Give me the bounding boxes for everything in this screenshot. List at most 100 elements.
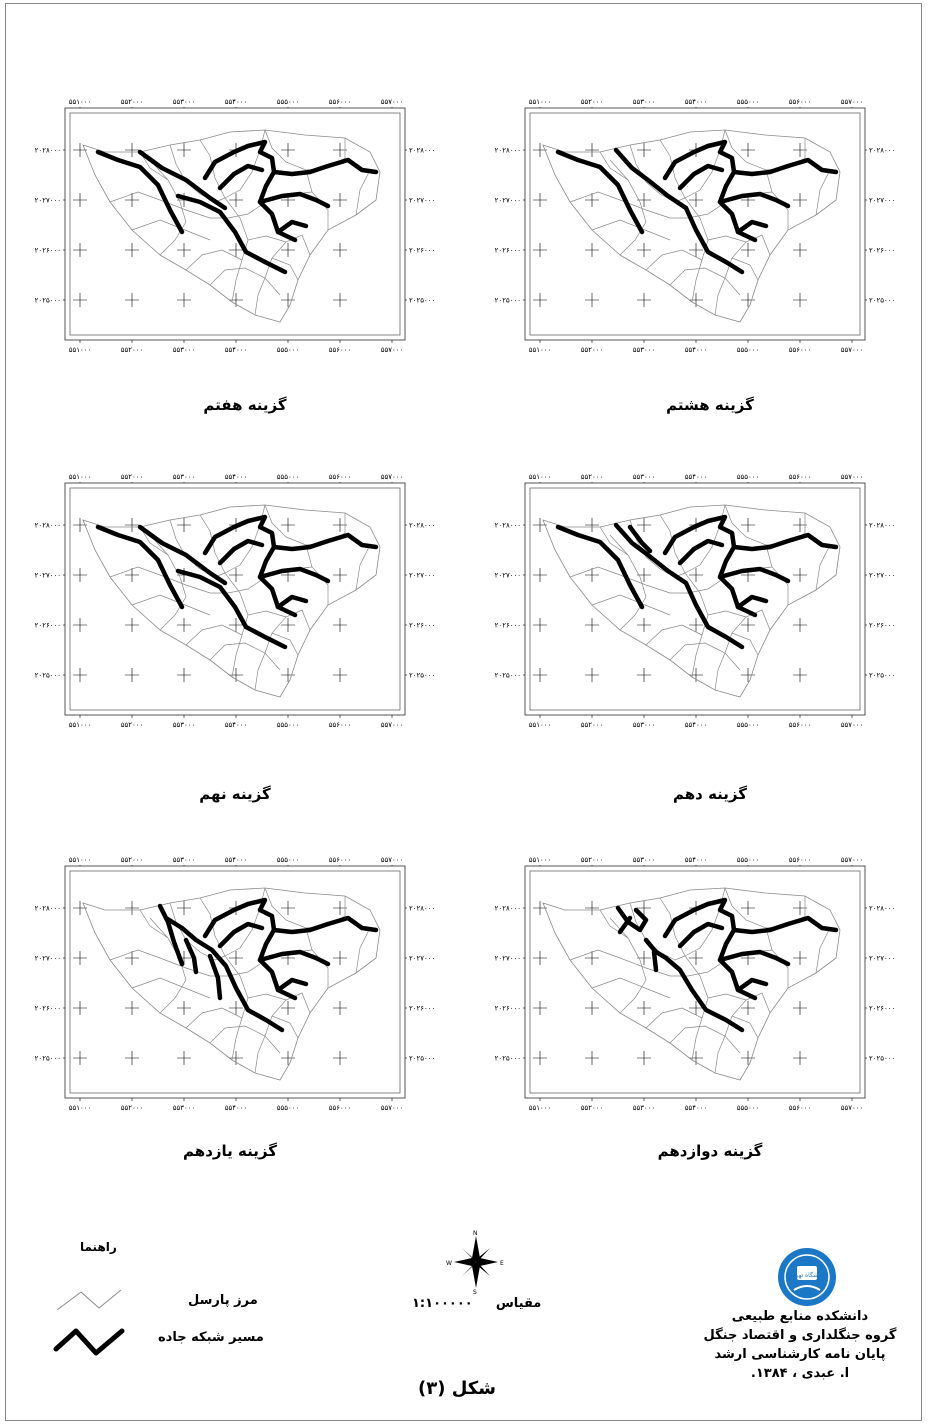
grid-cross [793,618,807,632]
grid-cross [741,668,755,682]
x-tick-label-bottom: ۵۵۱۰۰۰ [529,721,552,729]
grid-cross [533,951,547,965]
grid-cross [689,1001,703,1015]
x-tick-label-bottom: ۵۵۵۰۰۰ [277,1104,300,1112]
y-tick-label-right: ۲۰۲۵۰۰۰ [409,672,435,680]
road-segment [717,949,791,967]
grid-cross [333,193,347,207]
parcel-boundary [209,1025,281,1054]
road-segment [137,524,228,586]
grid-cross [689,1051,703,1065]
x-tick-label-top: ۵۵۱۰۰۰ [529,98,552,106]
y-tick-label-right: ۲۰۲۵۰۰۰ [409,1055,435,1063]
x-tick-label-bottom: ۵۵۶۰۰۰ [789,346,812,354]
grid-cross [125,293,139,307]
y-tick-label-left: ۲۰۲۶۰۰۰ [35,1005,61,1013]
y-tick-label-left: ۲۰۲۸۰۰۰ [35,147,61,155]
parcel-boundary [669,267,741,296]
map-panel-option-9: ۵۵۱۰۰۰ ۵۵۱۰۰۰ ۵۵۲۰۰۰ ۵۵۲۰۰۰ ۵۵۳۰۰۰ ۵۵۳۰۰۰ ۵۵۴۰… [10,465,460,745]
road-segment [271,157,379,177]
x-tick-label-top: ۵۵۲۰۰۰ [581,98,604,106]
x-tick-label-top: ۵۵۱۰۰۰ [69,473,92,481]
grid-cross [333,1051,347,1065]
parcel-boundary [669,1025,741,1054]
x-tick-label-bottom: ۵۵۲۰۰۰ [121,1104,144,1112]
parcel-boundary [149,534,187,631]
parcel-boundary [139,151,169,181]
parcel-boundary [224,887,266,957]
y-tick-label-left: ۲۰۲۵۰۰۰ [35,1055,61,1063]
page-border [5,3,922,1421]
grid-cross [585,243,599,257]
y-tick-label-left: ۲۰۲۷۰۰۰ [495,197,521,205]
grid-cross [585,901,599,915]
map-inner-frame [529,487,861,711]
parcel-boundary [731,1015,759,1039]
grid-cross [125,1051,139,1065]
grid-cross [333,668,347,682]
map-svg-option-7: ۵۵۱۰۰۰ ۵۵۱۰۰۰ ۵۵۲۰۰۰ ۵۵۲۰۰۰ ۵۵۳۰۰۰ ۵۵۳۰۰۰ ۵۵۴۰… [35,98,436,354]
road-segment [95,524,185,610]
map-caption-option-9: گزینه نهم [199,785,271,803]
parcel-boundary [271,257,299,281]
watershed-boundary [542,504,841,698]
road-segment [175,193,288,275]
grid-cross [741,143,755,157]
road-segment [717,191,791,209]
parcel-boundary [684,887,726,957]
parcel-boundary [254,992,311,1074]
parcel-boundary [254,609,311,691]
parcel-boundary [569,191,671,219]
university-block: دانشکده منابع طبیعی گروه جنگلداری و اقتص… [700,1245,900,1383]
grid-cross [229,951,243,965]
map-panel-option-10: ۵۵۱۰۰۰ ۵۵۱۰۰۰ ۵۵۲۰۰۰ ۵۵۲۰۰۰ ۵۵۳۰۰۰ ۵۵۳۰۰۰ ۵۵۴۰… [470,465,920,745]
road-segment [163,915,285,1033]
parcel-boundary [591,219,671,241]
y-tick-label-right: ۲۰۲۷۰۰۰ [869,197,895,205]
grid-cross [281,143,295,157]
road-segment [735,219,769,235]
parcel-boundary [591,594,671,616]
x-tick-label-bottom: ۵۵۵۰۰۰ [737,1104,760,1112]
road-segment [217,921,265,949]
parcel-boundary [149,917,187,1014]
grid-cross [741,293,755,307]
grid-cross [229,243,243,257]
y-tick-label-left: ۲۰۲۵۰۰۰ [495,297,521,305]
x-tick-label-top: ۵۵۵۰۰۰ [737,473,760,481]
y-tick-label-left: ۲۰۲۷۰۰۰ [35,955,61,963]
parcel-boundary [707,235,747,243]
y-tick-label-right: ۲۰۲۷۰۰۰ [869,955,895,963]
parcel-boundary [707,610,747,618]
x-tick-label-top: ۵۵۳۰۰۰ [173,98,196,106]
road-segment [207,953,223,1001]
parcel-boundary [355,544,371,591]
grid-cross [177,143,191,157]
x-tick-label-bottom: ۵۵۷۰۰۰ [381,721,404,729]
y-tick-label-right: ۲۰۲۶۰۰۰ [869,247,895,255]
parcel-boundary [169,519,226,578]
grid-cross [333,568,347,582]
grid-cross [533,568,547,582]
x-tick-label-bottom: ۵۵۶۰۰۰ [329,346,352,354]
faculty-name: دانشکده منابع طبیعی [731,1309,869,1324]
x-tick-label-top: ۵۵۴۰۰۰ [685,98,708,106]
parcel-boundary [731,257,759,281]
grid-cross [177,243,191,257]
map-svg-option-10: ۵۵۱۰۰۰ ۵۵۱۰۰۰ ۵۵۲۰۰۰ ۵۵۲۰۰۰ ۵۵۳۰۰۰ ۵۵۳۰۰۰ ۵۵۴۰… [495,473,896,729]
y-tick-label-right: ۲۰۲۷۰۰۰ [409,572,435,580]
road-segment [677,538,725,566]
x-tick-label-bottom: ۵۵۷۰۰۰ [381,1104,404,1112]
parcel-boundary [131,594,211,616]
grid-cross [689,568,703,582]
grid-cross [533,1051,547,1065]
y-tick-label-left: ۲۰۲۸۰۰۰ [495,905,521,913]
grid-cross [585,293,599,307]
x-tick-label-top: ۵۵۴۰۰۰ [225,856,248,864]
grid-cross [741,901,755,915]
map-svg-option-9: ۵۵۱۰۰۰ ۵۵۱۰۰۰ ۵۵۲۰۰۰ ۵۵۲۰۰۰ ۵۵۳۰۰۰ ۵۵۳۰۰۰ ۵۵۴۰… [35,473,436,729]
road-segment [271,532,379,552]
grid-cross [585,668,599,682]
grid-cross [125,951,139,965]
x-tick-label-top: ۵۵۴۰۰۰ [225,98,248,106]
